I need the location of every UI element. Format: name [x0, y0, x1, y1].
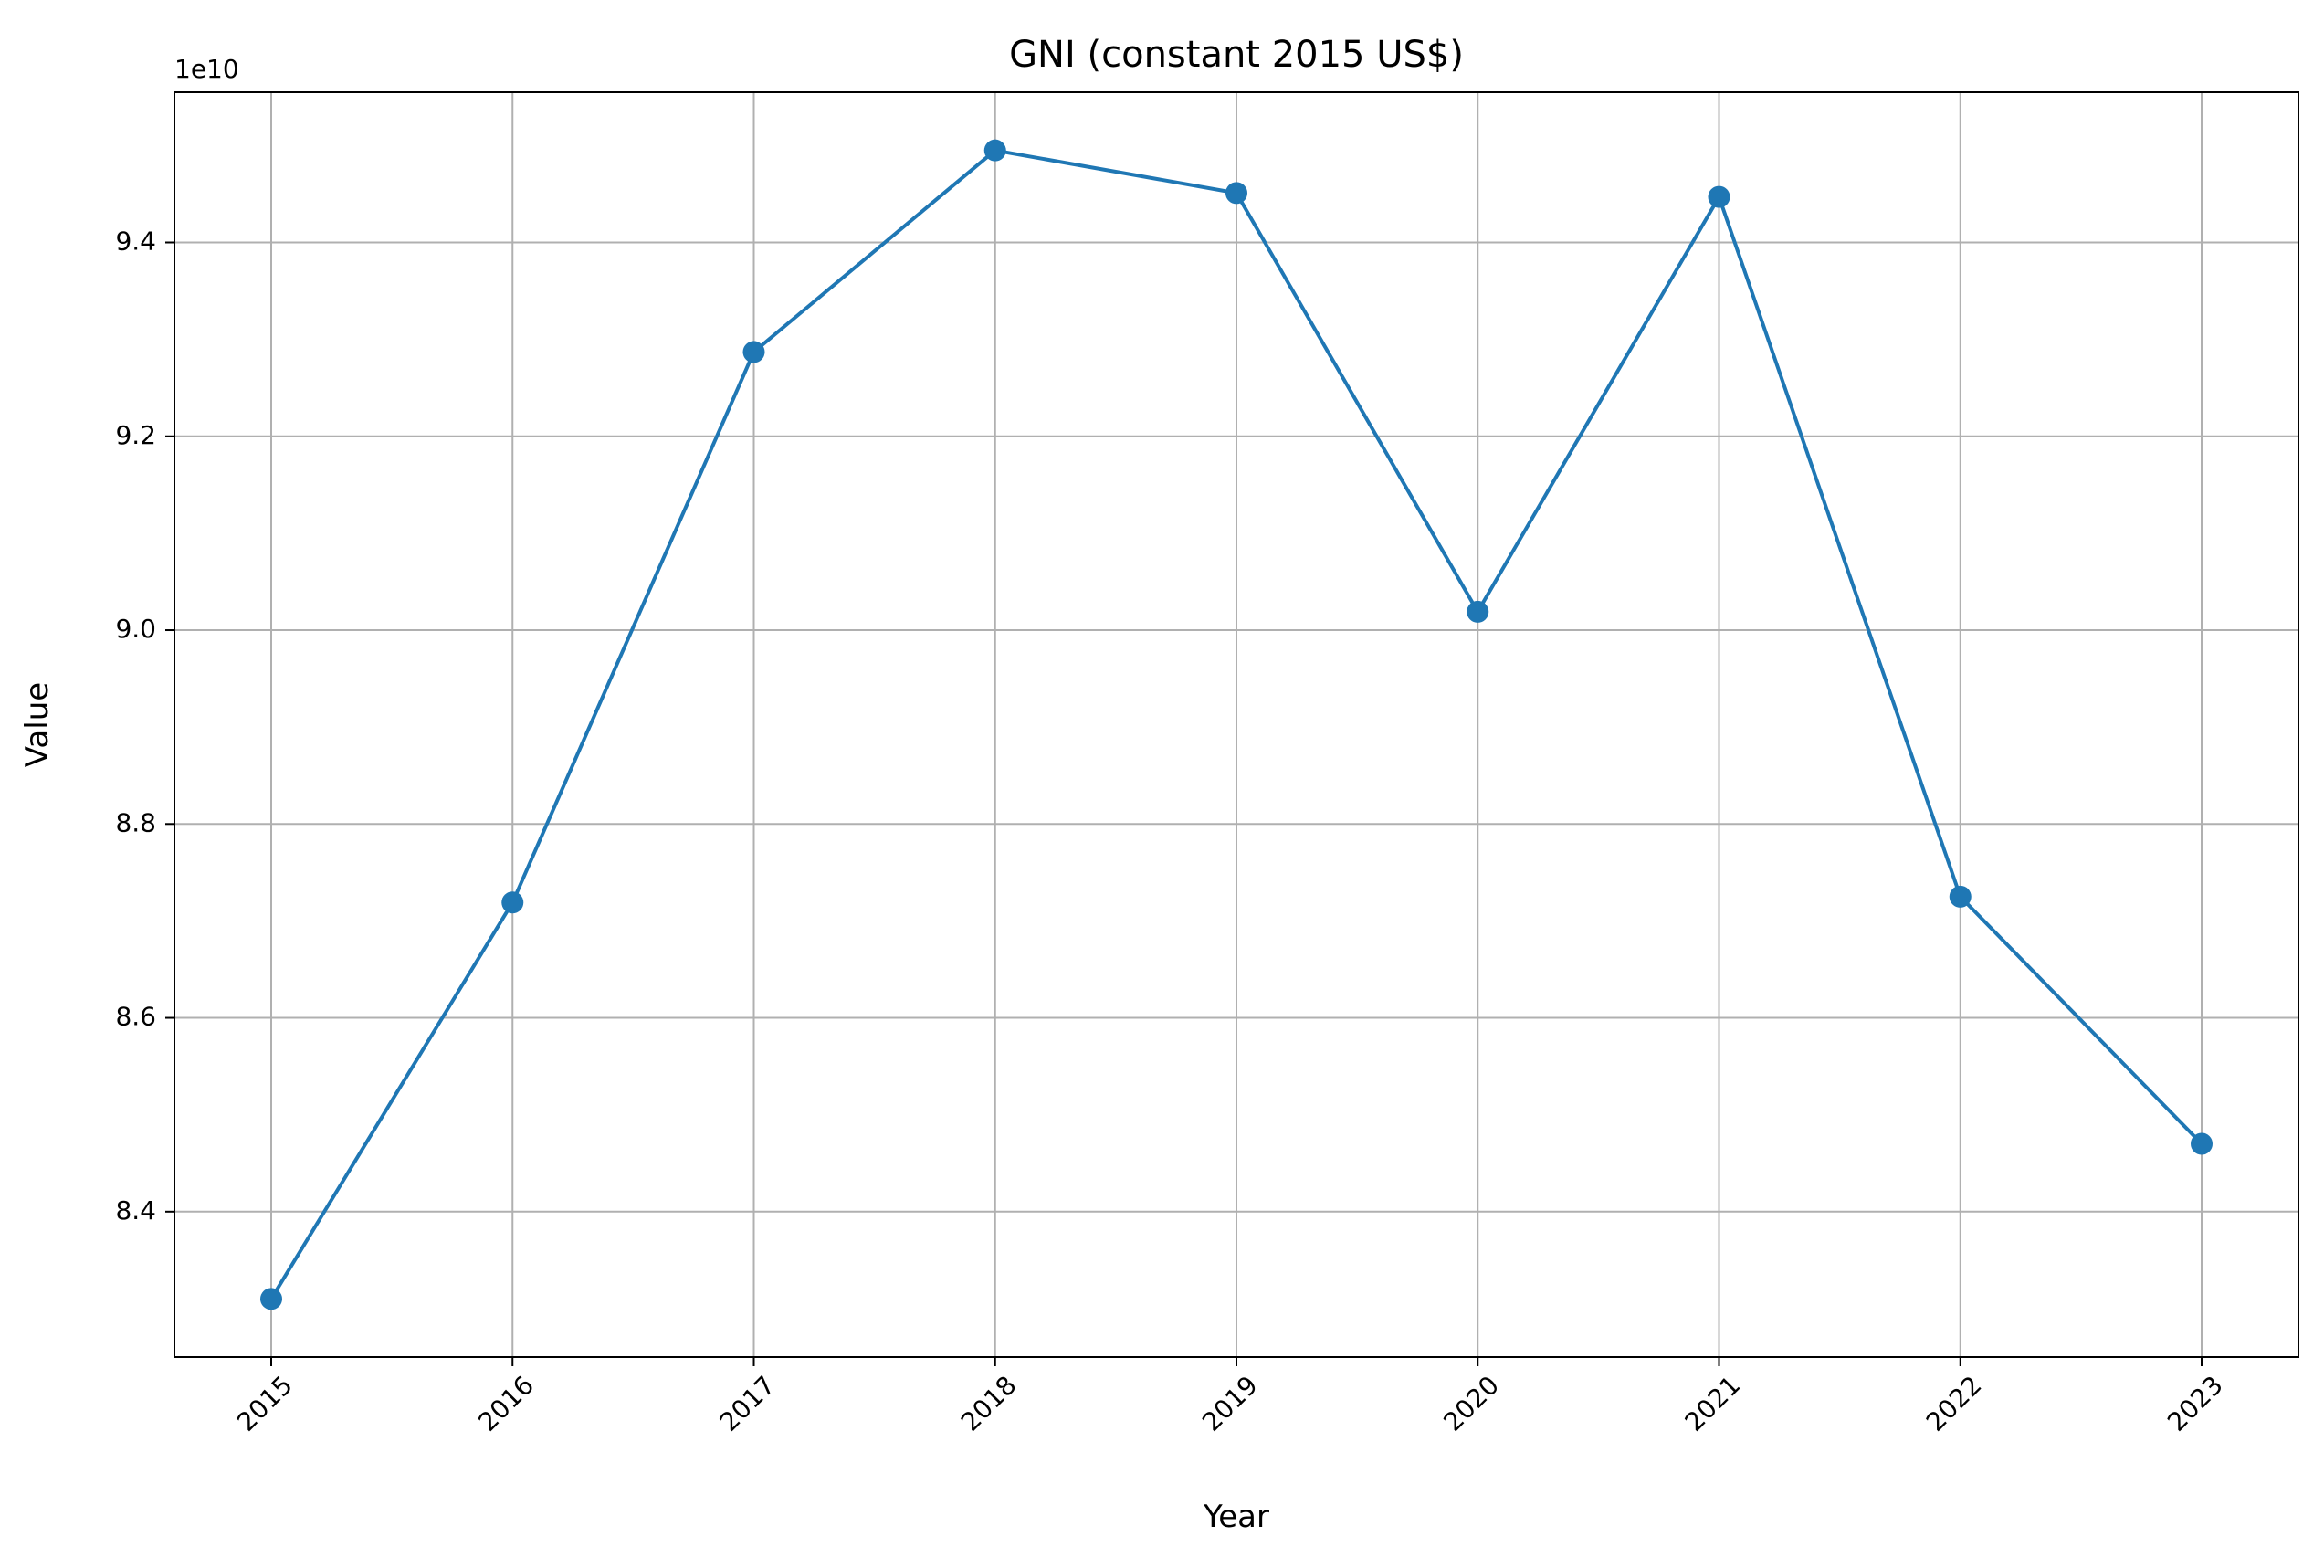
- data-points-layer: [260, 139, 2213, 1310]
- y-axis-label: Value: [19, 682, 56, 767]
- data-point: [2191, 1132, 2213, 1155]
- data-point: [1225, 182, 1247, 205]
- data-point: [260, 1288, 282, 1310]
- y-tick-label: 8.6: [115, 1002, 156, 1032]
- grid-lines: [174, 92, 2298, 1357]
- chart-title: GNI (constant 2015 US$): [1009, 34, 1464, 76]
- y-tick-label: 9.2: [115, 420, 156, 450]
- data-point: [983, 139, 1006, 162]
- y-tick-label: 9.0: [115, 614, 156, 644]
- x-axis-label: Year: [1203, 1499, 1269, 1535]
- data-point: [742, 341, 765, 363]
- y-axis-offset-label: 1e10: [174, 54, 239, 84]
- data-point: [501, 891, 524, 914]
- data-point: [1708, 185, 1730, 208]
- y-tick-label: 8.4: [115, 1195, 156, 1226]
- y-tick-label: 9.4: [115, 226, 156, 257]
- y-tick-label: 8.8: [115, 807, 156, 837]
- data-point: [1467, 600, 1489, 623]
- y-axis-ticks: 8.4 8.6 8.8 9.0 9.2 9.4: [115, 226, 174, 1226]
- data-point: [1949, 885, 1972, 908]
